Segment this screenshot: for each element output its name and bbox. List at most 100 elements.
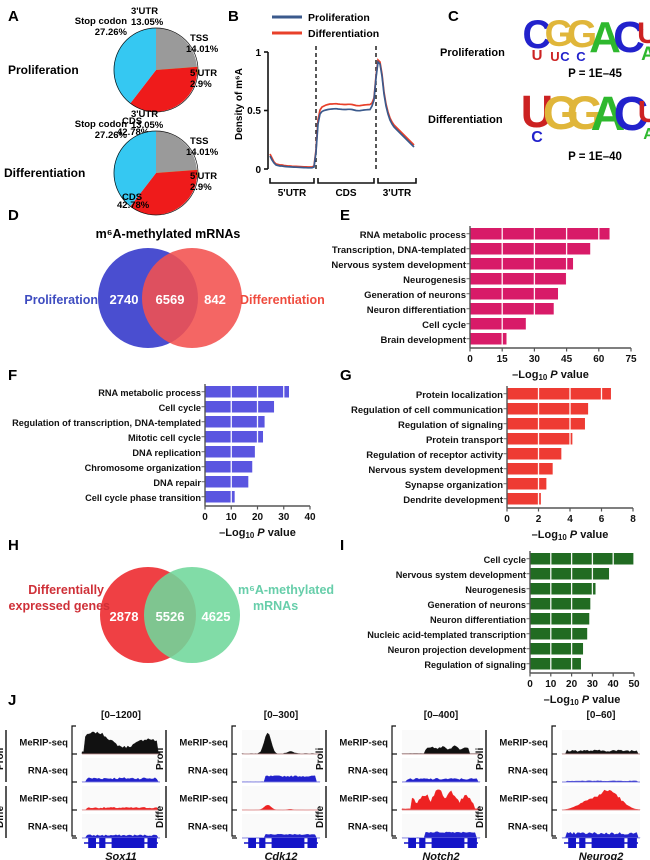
gene-model-exon	[111, 838, 145, 848]
region-axis	[269, 178, 417, 184]
bar-category-label: Neuron projection development	[388, 645, 526, 655]
bar	[470, 273, 567, 285]
track-name-label: MeRIP-seq	[19, 794, 68, 805]
gene-model-exon	[99, 838, 106, 848]
track-name-label: RNA-seq	[508, 822, 548, 833]
track-name-label: MeRIP-seq	[179, 794, 228, 805]
sequence-logo-differentiation: U C G G A C U A	[521, 86, 650, 146]
bar-category-label: Neuron differentiation	[430, 615, 526, 625]
bar-category-label: Nervous system development	[331, 260, 466, 271]
gene-model-exon	[591, 838, 625, 848]
genome-track-group: [0–400] Notch2	[391, 710, 481, 860]
x-axis-label: –Log10 P value	[544, 694, 621, 707]
pie-legend-cds-p-label: CDS	[122, 116, 142, 127]
bar	[470, 333, 507, 345]
gene-model-exon	[259, 838, 266, 848]
panel-letter-g: G	[340, 367, 352, 384]
x-axis-label: –Log10 P value	[219, 527, 296, 540]
track-background	[82, 814, 160, 838]
track-range-label: [0–60]	[587, 710, 616, 721]
bar-category-label: Transcription, DNA-templated	[332, 245, 466, 256]
bar-category-label: Brain development	[380, 335, 466, 346]
venn-right-label-h-line2: mRNAs	[253, 599, 298, 613]
bar	[507, 433, 573, 445]
group-label-proli: Proli	[155, 748, 166, 770]
bar-category-label: Cell cycle	[422, 320, 466, 331]
venn-right-value-d: 842	[204, 292, 226, 307]
legend-label-proliferation: Proliferation	[308, 12, 370, 24]
pie-chart-proliferation	[113, 27, 199, 113]
track-bracket	[231, 725, 236, 837]
gene-name-label: Cdk12	[264, 851, 297, 860]
logo-base-6-major: U	[637, 17, 650, 50]
bar-category-label: Protein transport	[426, 435, 504, 446]
bar-category-label: Regulation of cell communication	[351, 405, 503, 416]
pie-legend-5utr-p-pct: 2.9%	[190, 79, 212, 90]
pie-legend-stopcodon-d-label: Stop codon	[75, 119, 127, 130]
x-tick-label: 50	[628, 679, 640, 690]
bar	[205, 476, 249, 488]
logo-base-3-major: G	[567, 13, 597, 56]
group-label-diffe: Diffe	[315, 805, 326, 828]
line-proliferation	[269, 60, 415, 169]
y-tick-05: 0.5	[247, 106, 261, 117]
group-label-diffe: Diffe	[0, 805, 6, 828]
panel-letter-d: D	[8, 207, 19, 224]
logo-base-2-minor-u: U	[550, 49, 559, 64]
track-signal	[401, 778, 481, 783]
bar-category-label: Mitotic cell cycle	[128, 433, 201, 443]
pie-legend-5utr-d-label: 5'UTR	[190, 171, 217, 182]
logo-base-3-minor: C	[576, 49, 586, 64]
venn-right-value-h: 4625	[202, 609, 231, 624]
track-background	[242, 730, 320, 754]
x-tick-label: 10	[226, 512, 238, 523]
bar-category-label: Nervous system development	[396, 570, 526, 580]
panel-letter-f: F	[8, 367, 18, 384]
bar	[530, 613, 590, 625]
gene-model-exon	[147, 838, 157, 848]
panel-j: [0–1200] Sox11 [0–300] Cdk12 [0–400] Notch2 [0…	[0, 700, 650, 860]
x-tick-label: 45	[561, 354, 573, 365]
bar	[205, 446, 255, 458]
track-name-label: RNA-seq	[508, 766, 548, 777]
x-tick-label: 60	[593, 354, 605, 365]
track-name-label: RNA-seq	[28, 822, 68, 833]
motif-label-proliferation: Proliferation	[440, 47, 505, 59]
x-tick-label: 30	[278, 512, 290, 523]
panel-letter-i: I	[340, 537, 345, 554]
x-tick-label: 20	[252, 512, 264, 523]
track-name-label: MeRIP-seq	[499, 738, 548, 749]
bar-category-label: Regulation of signaling	[424, 660, 526, 670]
pie-legend-stopcodon-d-pct: 27.26%	[95, 130, 128, 141]
panel-h: 2878 5526 4625 Differentially expressed …	[0, 530, 335, 690]
logo2-base-1-minor: C	[531, 129, 543, 146]
gene-name-label: Sox11	[105, 851, 137, 860]
region-label-5utr: 5'UTR	[278, 188, 307, 199]
bar	[507, 448, 562, 460]
venn-left-value-h: 2878	[110, 609, 139, 624]
bar-category-label: Neurogenesis	[403, 275, 466, 286]
panel-d-svg: m⁶A-methylated mRNAs 2740 6569 842 Proli…	[24, 227, 325, 348]
logo-base-4-major: A	[589, 13, 621, 62]
bar-category-label: RNA metabolic process	[98, 388, 201, 398]
pie-label-proliferation: Proliferation	[8, 63, 79, 77]
panel-h-svg: 2878 5526 4625 Differentially expressed …	[9, 567, 334, 663]
logo-base-6-minor: A	[641, 44, 650, 65]
track-signal	[401, 745, 481, 755]
x-tick-label: 2	[536, 514, 542, 525]
panel-b: Proliferation Differentiation 1 0.5 0 De…	[228, 0, 418, 205]
bar	[470, 258, 574, 270]
genome-track-group: [0–300] Cdk12	[231, 710, 321, 860]
bar-category-label: DNA repair	[153, 478, 201, 488]
x-tick-label: 30	[587, 679, 599, 690]
motif-label-differentiation: Differentiation	[428, 114, 503, 126]
bar	[205, 386, 289, 398]
bar-category-label: Regulation of transcription, DNA-templat…	[12, 418, 201, 428]
y-tick-0: 0	[255, 165, 261, 176]
pie-legend-5utr-d-pct: 2.9%	[190, 182, 212, 193]
genome-track-group: [0–1200] Sox11	[71, 710, 161, 860]
track-signal	[81, 834, 161, 839]
y-tick-1: 1	[255, 48, 261, 59]
gene-model-exon	[627, 838, 637, 848]
logo2-base-6-minor: A	[643, 126, 650, 143]
